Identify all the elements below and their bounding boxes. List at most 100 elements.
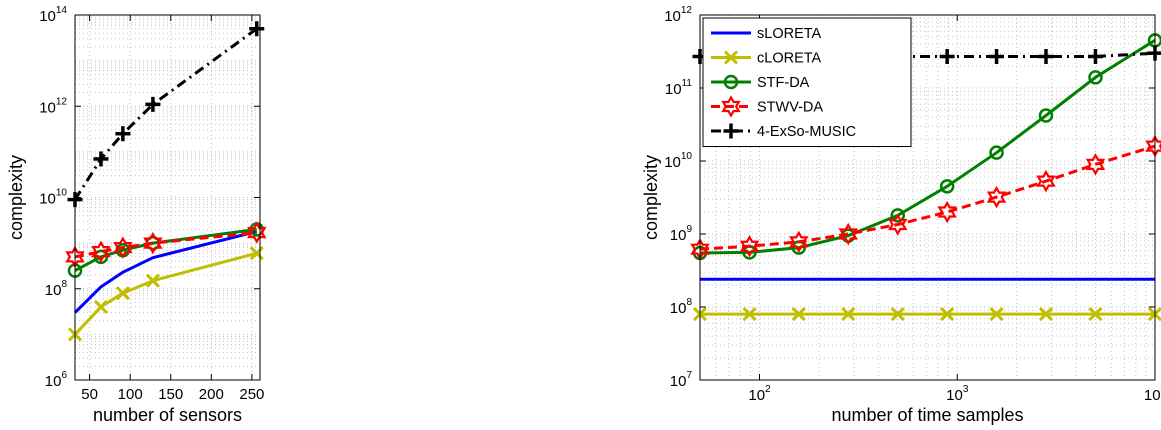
data-point: [989, 145, 1004, 160]
y-tick-label: 108: [670, 297, 693, 317]
data-point: [890, 208, 905, 223]
x-axis-label: number of time samples: [831, 405, 1023, 425]
x-tick-label: 50: [81, 386, 98, 403]
series-line: [699, 39, 1156, 255]
y-tick-label-base: 10: [670, 373, 687, 390]
data-point: [939, 179, 955, 194]
y-tick-label: 1012: [664, 5, 692, 25]
data-point: [989, 49, 1005, 65]
data-point: [143, 231, 163, 255]
series-cLORETA: [67, 246, 264, 342]
legend-marker: [723, 74, 739, 90]
data-point: [841, 307, 856, 322]
y-tick-label: 1010: [664, 151, 692, 171]
y-tick-label-exp: 8: [61, 279, 67, 290]
legend-label: sLORETA: [757, 26, 822, 42]
y-tick-label-exp: 11: [682, 78, 693, 89]
data-point: [115, 286, 130, 301]
y-tick-label-exp: 12: [56, 96, 68, 107]
data-point: [940, 307, 955, 322]
data-point: [145, 96, 161, 112]
y-tick-label-exp: 10: [681, 151, 693, 162]
legend-label: 4-ExSo-MUSIC: [757, 124, 856, 140]
data-point: [937, 200, 957, 224]
x-tick-label-exp: 2: [765, 384, 771, 395]
data-point: [739, 235, 760, 258]
y-tick-label: 1011: [665, 78, 693, 98]
legend: sLORETA cLORETA STF-DA STWV-DA 4-ExSo-MUSIC: [702, 17, 912, 147]
x-axis-label: number of sensors: [93, 405, 242, 425]
y-tick-label-exp: 6: [61, 370, 67, 381]
y-tick-label-base: 10: [39, 8, 56, 25]
y-tick-label: 1010: [39, 188, 67, 208]
y-tick-label: 106: [45, 370, 68, 390]
data-point: [890, 307, 905, 322]
legend-marker: [723, 50, 739, 65]
y-tick-label: 1014: [39, 5, 67, 25]
data-point: [1088, 70, 1103, 85]
y-tick-label: 109: [670, 224, 693, 244]
chart-time-samples: 107108109101010111012102103104number of …: [641, 5, 1161, 425]
y-tick-label-exp: 12: [681, 5, 693, 16]
data-point: [989, 307, 1004, 322]
series-line: [699, 144, 1156, 251]
y-tick-label-exp: 9: [686, 224, 692, 235]
series-4-ExSo-MUSIC: [67, 21, 265, 208]
x-tick-label: 104: [1144, 384, 1161, 404]
series-line: [74, 231, 257, 259]
x-tick-label-base: 10: [748, 387, 765, 404]
x-tick-label: 200: [199, 386, 224, 403]
x-tick-label: 250: [239, 386, 264, 403]
series-line: [73, 230, 258, 314]
data-point: [1036, 169, 1056, 193]
data-point: [742, 307, 757, 322]
y-tick-label-base: 10: [670, 227, 687, 244]
data-point: [113, 236, 133, 259]
data-point: [1087, 49, 1103, 65]
series-sLORETA: [73, 230, 258, 314]
data-point: [1088, 307, 1103, 322]
legend-item: STWV-DA: [711, 95, 823, 118]
data-point: [986, 185, 1007, 209]
legend-label: STF-DA: [757, 75, 810, 91]
x-tick-label-exp: 3: [963, 384, 969, 395]
y-tick-label-base: 10: [664, 154, 681, 171]
y-tick-label-exp: 7: [686, 370, 692, 381]
series-STWV-DA: [65, 221, 267, 269]
legend-item: STF-DA: [711, 74, 810, 91]
data-point: [838, 222, 858, 246]
axes-frame: [699, 14, 1156, 381]
legend-item: 4-ExSo-MUSIC: [711, 123, 856, 140]
y-tick-label: 1012: [39, 96, 67, 116]
data-point: [249, 246, 264, 261]
y-axis-label: complexity: [641, 155, 661, 240]
y-tick-label-base: 10: [665, 81, 682, 98]
data-point: [791, 307, 806, 322]
data-point: [939, 49, 955, 65]
legend-marker: [721, 95, 741, 118]
x-tick-label: 102: [748, 384, 771, 404]
y-tick-label-exp: 10: [56, 188, 68, 199]
legend-marker: [723, 123, 739, 139]
data-point: [249, 21, 265, 37]
data-point: [93, 151, 109, 167]
data-point: [888, 213, 908, 236]
x-tick-label: 150: [158, 386, 183, 403]
y-axis-label: complexity: [6, 155, 26, 240]
data-point: [1038, 307, 1054, 322]
y-tick-label-base: 10: [39, 191, 56, 208]
y-tick-label-base: 10: [45, 282, 62, 299]
x-tick-label: 100: [118, 386, 143, 403]
data-point: [1038, 108, 1054, 123]
legend-item: sLORETA: [711, 26, 822, 42]
data-point: [247, 221, 267, 244]
y-tick-label-base: 10: [664, 8, 681, 25]
y-tick-label-base: 10: [39, 99, 56, 116]
y-tick-label-base: 10: [670, 300, 687, 317]
legend-label: STWV-DA: [757, 100, 823, 116]
x-tick-label-base: 10: [946, 387, 963, 404]
data-point: [93, 299, 109, 314]
y-tick-label-base: 10: [45, 373, 62, 390]
